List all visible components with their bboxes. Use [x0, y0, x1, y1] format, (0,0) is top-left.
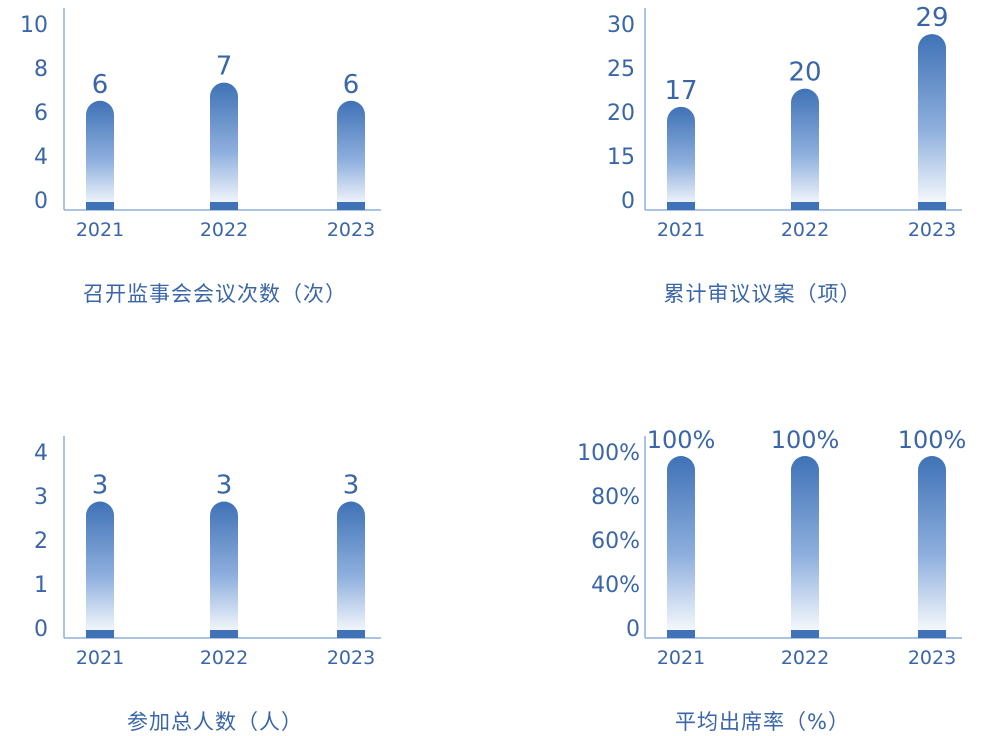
data-label: 20	[788, 58, 821, 88]
data-label: 17	[664, 76, 697, 106]
bar-2023	[337, 100, 365, 210]
y-tick-label: 1	[34, 573, 48, 598]
x-tick-label: 2023	[327, 647, 375, 669]
y-tick-label: 30	[607, 13, 635, 38]
bar-base-2022	[210, 202, 238, 210]
bar-2022	[791, 456, 819, 638]
data-label: 3	[216, 471, 233, 501]
chart-title: 参加总人数（人）	[127, 710, 303, 734]
bar-base-2021	[86, 630, 114, 638]
bar-base-2021	[86, 202, 114, 210]
bar-base-2023	[918, 630, 946, 638]
y-tick-label: 0	[34, 189, 48, 214]
x-tick-label: 2022	[200, 219, 248, 241]
y-tick-label: 3	[34, 485, 48, 510]
bar-base-2023	[918, 202, 946, 210]
bar-base-2022	[791, 630, 819, 638]
x-tick-label: 2023	[327, 219, 375, 241]
bar-base-2022	[791, 202, 819, 210]
bar-2021	[86, 100, 115, 210]
chart-panel-meetings: 0 4 6 8 10 6 2021 7 2022 6 2023 召开监事会会议次数（次）	[0, 0, 430, 330]
y-tick-label: 4	[34, 441, 48, 466]
y-tick-label: 80%	[591, 485, 640, 510]
data-label: 3	[343, 471, 360, 501]
chart-panel-attendees: 0 1 2 3 4 3 2021 3 2022 3 2023 参加总人数（人）	[0, 428, 430, 736]
x-tick-label: 2021	[657, 647, 705, 669]
y-tick-label: 0	[626, 617, 640, 642]
data-label: 100%	[647, 426, 716, 454]
x-tick-label: 2022	[200, 647, 248, 669]
y-tick-label: 15	[607, 145, 635, 170]
chart-svg: 0 4 6 8 10 6 2021 7 2022 6 2023	[20, 8, 381, 241]
y-tick-label: 25	[607, 57, 635, 82]
data-label: 6	[92, 70, 109, 100]
x-tick-label: 2021	[76, 219, 124, 241]
y-tick-label: 10	[20, 13, 48, 38]
chart-title: 平均出席率（%）	[675, 710, 850, 734]
y-tick-label: 100%	[577, 441, 640, 466]
bar-2023	[337, 501, 365, 638]
bar-2021	[667, 106, 695, 210]
y-tick-label: 0	[34, 617, 48, 642]
bar-base-2023	[337, 202, 365, 210]
data-label: 3	[92, 471, 109, 501]
bar-2022	[791, 88, 819, 210]
data-label: 100%	[771, 426, 840, 454]
bar-2023	[918, 456, 946, 638]
x-tick-label: 2021	[76, 647, 124, 669]
chart-panel-motions: 0 15 20 25 30 17 2021 20 2022 29 2023 累计审议议案（项）	[540, 0, 985, 330]
bar-base-2021	[667, 630, 695, 638]
y-tick-label: 4	[34, 145, 48, 170]
data-label: 100%	[898, 426, 967, 454]
x-tick-label: 2023	[908, 219, 956, 241]
chart-svg: 0 15 20 25 30 17 2021 20 2022 29 2023	[607, 3, 962, 241]
chart-panel-attendance-rate: 0 40% 60% 80% 100% 100% 2021 100% 2022 100% 2023 平…	[540, 426, 985, 736]
bar-2022	[210, 82, 238, 210]
chart-title: 召开监事会会议次数（次）	[83, 282, 347, 306]
bar-base-2023	[337, 630, 365, 638]
x-tick-label: 2023	[908, 647, 956, 669]
y-tick-label: 2	[34, 529, 48, 554]
chart-svg: 0 40% 60% 80% 100% 100% 2021 100% 2022 100% 2023	[577, 426, 967, 669]
chart-title: 累计审议议案（项）	[663, 282, 862, 306]
y-tick-label: 60%	[591, 529, 640, 554]
bar-2021	[667, 456, 695, 638]
bar-base-2022	[210, 630, 238, 638]
bar-base-2021	[667, 202, 695, 210]
y-tick-label: 20	[607, 101, 635, 126]
x-tick-label: 2022	[781, 647, 829, 669]
y-tick-label: 6	[34, 101, 48, 126]
data-label: 29	[915, 3, 948, 33]
data-label: 6	[343, 70, 360, 100]
bar-2021	[86, 501, 115, 638]
bar-2022	[210, 501, 238, 638]
chart-svg: 0 1 2 3 4 3 2021 3 2022 3 2023	[34, 436, 381, 669]
y-tick-label: 8	[34, 57, 48, 82]
data-label: 7	[216, 52, 233, 82]
y-tick-label: 40%	[591, 573, 640, 598]
y-tick-label: 0	[621, 189, 635, 214]
bar-2023	[918, 34, 946, 210]
x-tick-label: 2022	[781, 219, 829, 241]
x-tick-label: 2021	[657, 219, 705, 241]
